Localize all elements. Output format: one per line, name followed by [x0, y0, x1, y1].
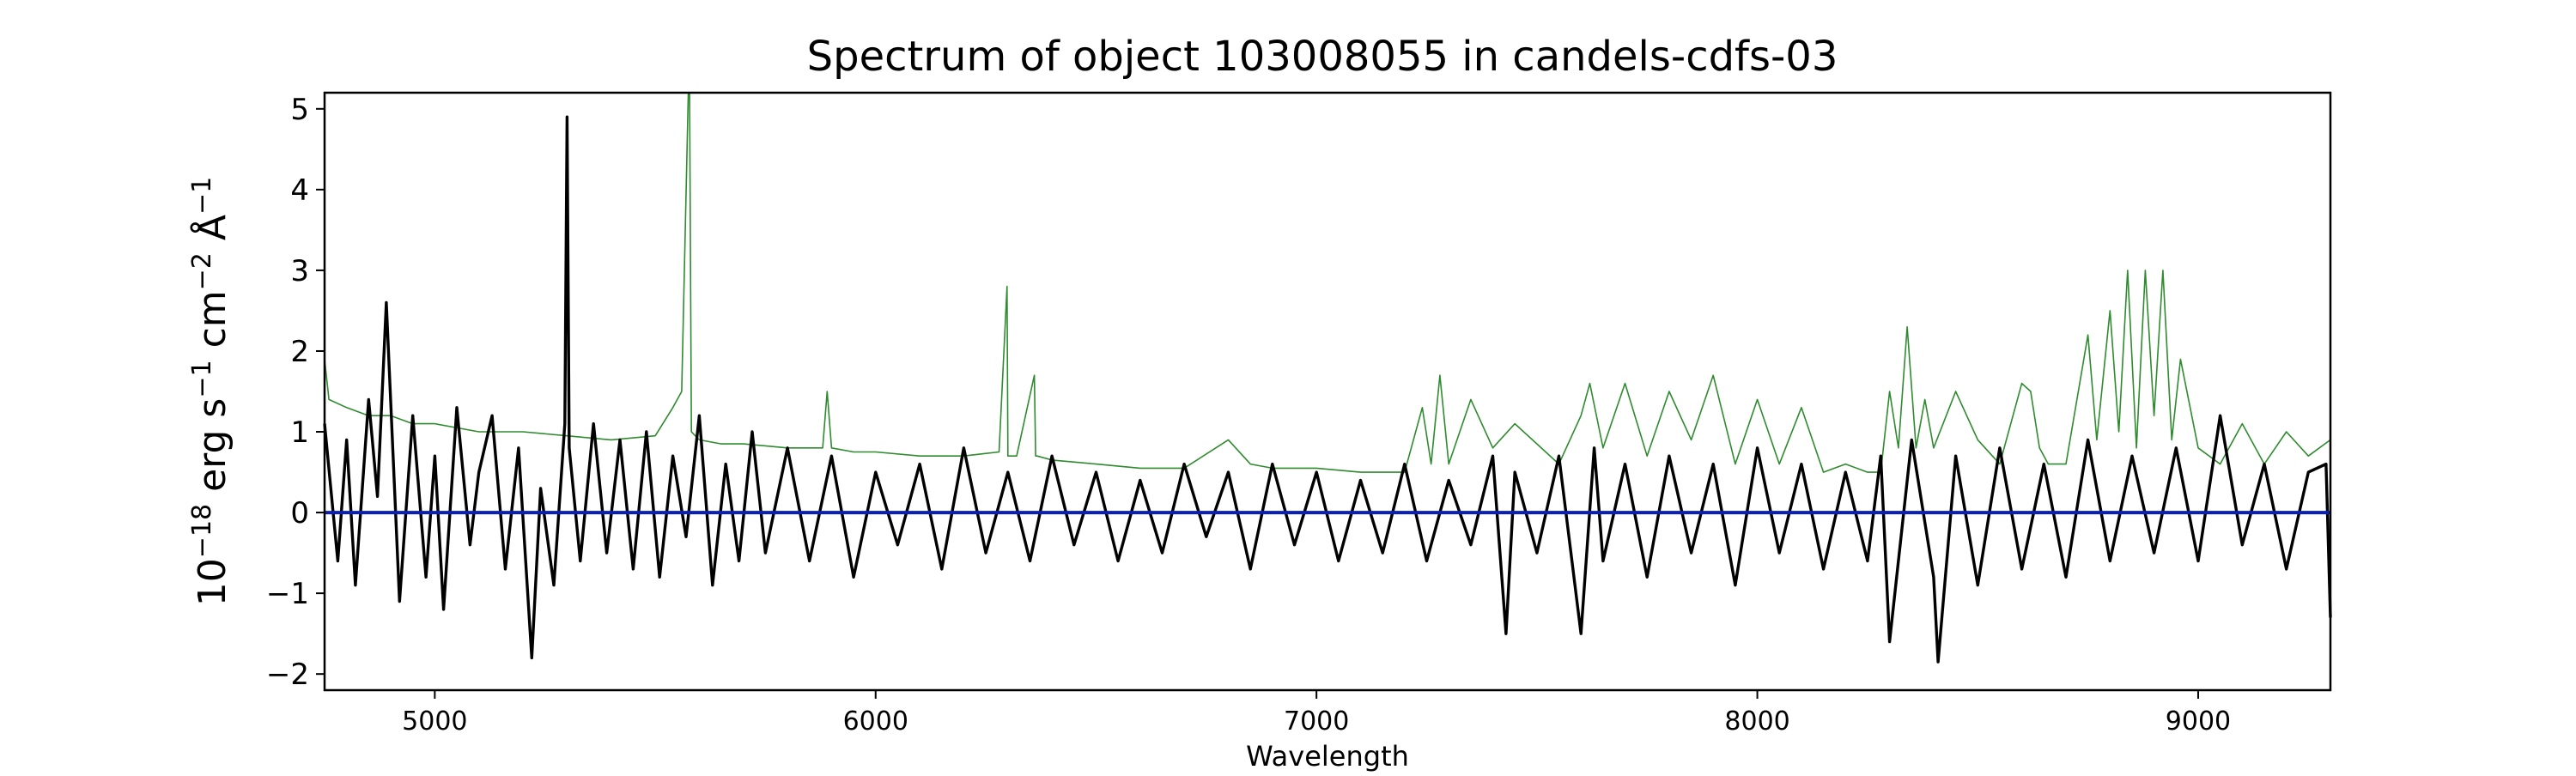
- x-tick-label: 8000: [1724, 706, 1789, 737]
- y-axis: −2 −1 0 1 2 3 4 5: [266, 93, 325, 692]
- y-tick-label: 3: [290, 254, 309, 288]
- y-tick-label: 4: [290, 173, 309, 208]
- y-tick-label: −1: [266, 577, 309, 611]
- plot-area: [323, 92, 2332, 664]
- y-tick-label: 0: [290, 496, 309, 530]
- y-tick-label: −2: [266, 658, 309, 692]
- x-tick-label: 9000: [2166, 706, 2231, 737]
- plot-frame: [323, 91, 2332, 692]
- series-line-flux: [323, 115, 2332, 664]
- x-axis: 5000 6000 7000 8000 9000: [402, 690, 2231, 737]
- series-line-noise: [324, 92, 2331, 473]
- x-tick-label: 5000: [402, 706, 467, 737]
- y-tick-label: 2: [290, 335, 309, 369]
- x-tick-label: 7000: [1284, 706, 1349, 737]
- y-tick-label: 5: [290, 93, 309, 127]
- y-axis-label: 10−18 erg s−1 cm−2 Å−1: [187, 177, 235, 606]
- x-tick-label: 6000: [843, 706, 908, 737]
- x-axis-label: Wavelength: [1246, 740, 1409, 773]
- chart-title: Spectrum of object 103008055 in candels-…: [807, 33, 1838, 81]
- y-tick-label: 1: [290, 415, 309, 450]
